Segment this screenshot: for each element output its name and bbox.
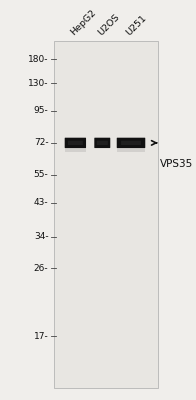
FancyBboxPatch shape [97, 141, 108, 145]
FancyBboxPatch shape [94, 138, 110, 148]
Text: 55-: 55- [34, 170, 48, 179]
Text: U2OS: U2OS [96, 12, 121, 37]
Text: 34-: 34- [34, 232, 48, 241]
FancyBboxPatch shape [65, 138, 86, 148]
Text: 130-: 130- [28, 78, 48, 88]
Bar [54, 41, 158, 388]
FancyBboxPatch shape [117, 138, 145, 148]
Text: 26-: 26- [34, 264, 48, 273]
FancyBboxPatch shape [121, 141, 141, 145]
Text: HepG2: HepG2 [69, 8, 98, 37]
Text: VPS35: VPS35 [160, 159, 193, 169]
Text: 180-: 180- [28, 55, 48, 64]
FancyBboxPatch shape [117, 147, 145, 152]
Text: 43-: 43- [34, 198, 48, 207]
Text: U251: U251 [125, 13, 149, 37]
FancyBboxPatch shape [65, 147, 86, 152]
Text: 72-: 72- [34, 138, 48, 147]
Text: 17-: 17- [34, 332, 48, 341]
FancyBboxPatch shape [68, 141, 83, 145]
Text: 95-: 95- [34, 106, 48, 116]
